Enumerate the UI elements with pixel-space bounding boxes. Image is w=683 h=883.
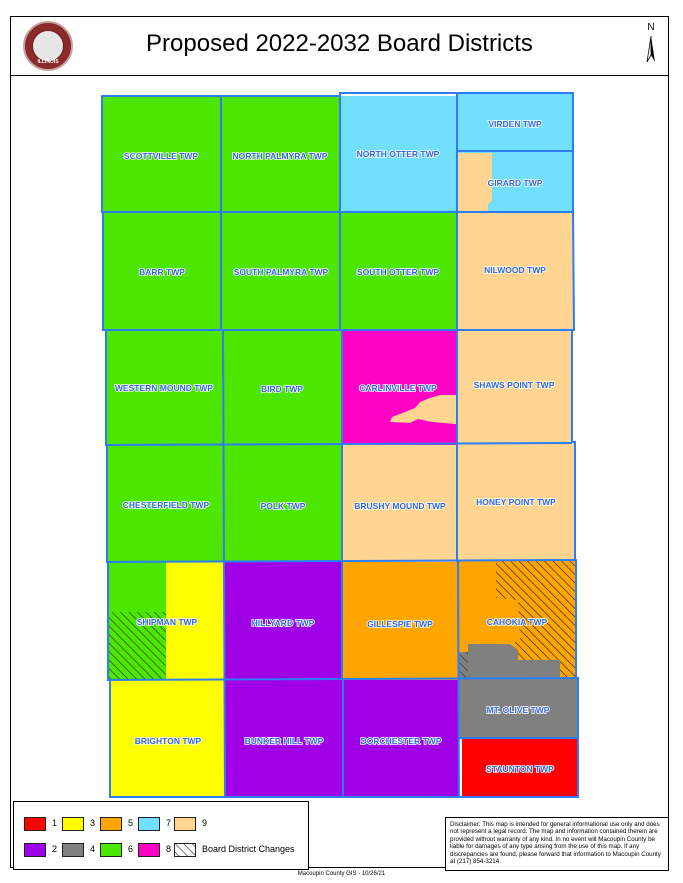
- twp-south-palmyra: [221, 212, 340, 330]
- legend-swatch: [100, 817, 122, 831]
- label-western-mound: WESTERN MOUND TWP: [115, 383, 214, 393]
- twp-shaws-point: [457, 330, 572, 442]
- twp-nilwood: [457, 212, 574, 330]
- change-hatch-cahokia: [496, 560, 576, 678]
- label-north-palmyra: NORTH PALMYRA TWP: [233, 151, 328, 161]
- county-seal-logo: ILLINOIS: [23, 21, 73, 71]
- map-title: Proposed 2022-2032 Board Districts: [146, 30, 533, 57]
- twp-bunker-hill: [225, 680, 343, 797]
- label-honey-point: HONEY POINT TWP: [476, 497, 556, 507]
- label-shipman: SHIPMAN TWP: [137, 617, 198, 627]
- label-cahokia: CAHOKIA TWP: [487, 617, 548, 627]
- legend-label: 4: [90, 844, 96, 854]
- twp-western-mound: [106, 330, 223, 445]
- legend-swatch: [24, 817, 46, 831]
- map-frame: [10, 16, 669, 868]
- legend-changes-label: Board District Changes: [202, 844, 295, 854]
- title-bar: ILLINOIS Proposed 2022-2032 Board Distri…: [10, 16, 669, 76]
- label-chesterfield: CHESTERFIELD TWP: [123, 500, 210, 510]
- legend: 1 3 5 7 9 2 4 6 8 Board District Changes: [13, 801, 309, 870]
- twp-honey-point: [457, 442, 575, 560]
- legend-label: 1: [52, 818, 58, 828]
- credit-line: Macoupin County GIS - 10/26/21: [297, 871, 386, 877]
- label-nilwood: NILWOOD TWP: [484, 265, 546, 275]
- hatch-swatch-icon: [174, 843, 196, 857]
- legend-label: 5: [128, 818, 134, 828]
- legend-swatch: [174, 817, 196, 831]
- legend-swatch: [138, 843, 160, 857]
- label-virden: VIRDEN TWP: [488, 119, 542, 129]
- label-south-palmyra: SOUTH PALMYRA TWP: [234, 267, 329, 277]
- twp-north-palmyra: [221, 96, 340, 212]
- twp-staunton: [462, 738, 578, 797]
- label-mt-olive: MT. OLIVE TWP: [487, 705, 550, 715]
- twp-south-otter: [340, 212, 457, 330]
- twp-north-otter: [340, 96, 457, 212]
- label-scottville: SCOTTVILLE TWP: [124, 151, 198, 161]
- twp-chesterfield: [107, 445, 224, 562]
- legend-swatch: [62, 817, 84, 831]
- twp-bird: [223, 330, 342, 445]
- legend-label: 6: [128, 844, 134, 854]
- north-label: N: [647, 22, 655, 33]
- seal-text: ILLINOIS: [37, 59, 59, 65]
- label-girard: GIRARD TWP: [488, 178, 543, 188]
- legend-swatch: [138, 817, 160, 831]
- twp-virden: [457, 93, 573, 151]
- twp-brighton: [110, 680, 225, 797]
- shipman-district-6-part: [108, 562, 166, 612]
- change-hatch-shipman: [108, 612, 166, 680]
- twp-dorchester: [343, 680, 459, 797]
- label-staunton: STAUNTON TWP: [486, 764, 554, 774]
- girard-district-9-part: [457, 153, 492, 212]
- twp-brushy-mound: [342, 445, 457, 562]
- label-shaws-point: SHAWS POINT TWP: [474, 380, 555, 390]
- twp-hillyard: [224, 562, 342, 680]
- cahokia-district-4-part: [458, 644, 560, 678]
- label-brushy-mound: BRUSHY MOUND TWP: [354, 501, 446, 511]
- seal-emblem: [32, 30, 64, 62]
- label-south-otter: SOUTH OTTER TWP: [357, 267, 439, 277]
- twp-polk: [224, 445, 342, 562]
- legend-swatch: [62, 843, 84, 857]
- legend-label: 2: [52, 844, 58, 854]
- legend-label: 3: [90, 818, 96, 828]
- twp-carlinville: [342, 330, 457, 445]
- twp-scottville: [102, 96, 221, 212]
- legend-label: 9: [202, 818, 208, 828]
- north-arrow-icon: N: [641, 22, 661, 66]
- legend-label: 7: [166, 818, 172, 828]
- label-north-otter: NORTH OTTER TWP: [357, 149, 440, 159]
- label-dorchester: DORCHESTER TWP: [361, 736, 442, 746]
- label-hillyard: HILLYARD TWP: [252, 618, 315, 628]
- twp-barr: [103, 212, 221, 330]
- legend-swatch: [24, 843, 46, 857]
- label-barr: BARR TWP: [139, 267, 185, 277]
- label-bunker-hill: BUNKER HILL TWP: [245, 736, 324, 746]
- label-bird: BIRD TWP: [261, 384, 303, 394]
- carlinville-district-9-part: [390, 395, 457, 424]
- label-gillespie: GILLESPIE TWP: [367, 619, 433, 629]
- label-carlinville: CARLINVILLE TWP: [359, 383, 437, 393]
- twp-mt-olive: [459, 678, 578, 738]
- twp-gillespie: [342, 562, 458, 680]
- legend-label: 8: [166, 844, 172, 854]
- label-polk: POLK TWP: [261, 501, 306, 511]
- change-hatch-cahokia-sliver: [460, 652, 468, 678]
- label-brighton: BRIGHTON TWP: [135, 736, 202, 746]
- disclaimer-box: Disclaimer: This map is intended for gen…: [445, 817, 669, 871]
- legend-swatch: [100, 843, 122, 857]
